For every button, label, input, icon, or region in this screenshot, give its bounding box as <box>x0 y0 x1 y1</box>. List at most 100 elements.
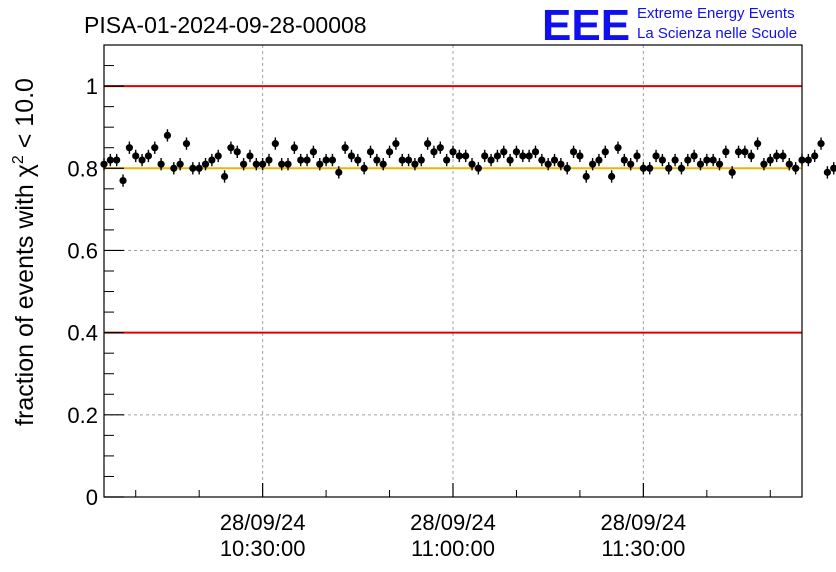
data-point <box>741 145 749 158</box>
data-marker <box>747 152 755 160</box>
data-marker <box>589 160 597 168</box>
data-marker <box>519 152 527 160</box>
data-marker <box>443 156 451 164</box>
data-marker <box>335 168 343 176</box>
data-marker <box>823 168 831 176</box>
logo-line-1: Extreme Energy Events <box>637 5 795 22</box>
data-point <box>652 149 660 163</box>
data-marker <box>284 160 292 168</box>
logo-mark: EEE <box>542 1 630 50</box>
data-marker <box>366 148 375 156</box>
data-marker <box>430 148 438 156</box>
data-point <box>379 158 387 171</box>
data-point <box>760 158 768 171</box>
data-point <box>290 141 298 154</box>
data-marker <box>316 160 324 168</box>
data-marker <box>227 144 235 152</box>
y-axis-label: fraction of events with χ2 < 10.0 <box>10 78 39 426</box>
data-marker <box>360 164 368 172</box>
data-marker <box>734 148 743 156</box>
data-marker <box>646 164 654 172</box>
data-marker <box>760 160 768 168</box>
data-point <box>474 162 482 175</box>
x-tick-label-time: 11:00:00 <box>411 536 495 561</box>
data-marker <box>550 156 559 164</box>
data-point <box>398 153 406 167</box>
data-point <box>341 141 349 154</box>
data-marker <box>240 160 248 168</box>
data-marker <box>182 140 191 148</box>
data-marker <box>246 152 254 160</box>
data-marker <box>347 152 356 160</box>
data-point <box>646 162 654 175</box>
data-marker <box>652 152 660 160</box>
data-marker <box>252 160 260 168</box>
data-marker <box>373 156 381 164</box>
data-marker <box>728 168 736 176</box>
data-point <box>252 158 260 171</box>
data-marker <box>474 164 482 172</box>
data-point <box>722 145 730 158</box>
data-point <box>658 153 667 167</box>
data-point <box>550 153 559 167</box>
data-point <box>576 149 584 163</box>
data-marker <box>481 152 489 160</box>
data-point <box>189 162 197 175</box>
data-marker <box>220 172 229 181</box>
data-marker <box>297 156 305 164</box>
data-marker <box>595 156 603 164</box>
data-marker <box>151 144 159 152</box>
data-point <box>424 137 432 150</box>
data-point <box>696 158 705 171</box>
data-point <box>468 158 476 171</box>
data-marker <box>773 152 781 160</box>
data-point <box>151 141 159 154</box>
data-point <box>309 145 317 158</box>
data-point <box>170 162 178 175</box>
data-point <box>512 145 521 158</box>
data-point <box>715 158 724 171</box>
data-point <box>157 158 165 171</box>
data-point <box>703 153 711 167</box>
data-point <box>595 153 603 167</box>
data-point <box>481 149 489 163</box>
data-point <box>182 137 191 150</box>
data-marker <box>500 148 508 156</box>
data-point <box>265 153 273 167</box>
data-marker <box>144 152 153 160</box>
y-axis-label-suffix: < 10.0 <box>11 78 39 155</box>
data-marker <box>557 160 565 168</box>
data-marker <box>259 160 267 168</box>
data-marker <box>608 172 616 181</box>
data-point <box>531 145 540 158</box>
data-marker <box>208 156 216 164</box>
data-point <box>106 153 114 167</box>
data-point <box>493 149 502 163</box>
data-point <box>779 149 787 163</box>
data-marker <box>779 152 787 160</box>
data-marker <box>569 148 578 156</box>
data-point <box>506 153 514 167</box>
data-point <box>728 166 736 179</box>
data-marker <box>379 160 387 168</box>
data-point <box>633 149 641 163</box>
data-marker <box>328 156 337 164</box>
x-tick-label-date: 28/09/24 <box>601 510 687 535</box>
data-point <box>366 145 375 158</box>
data-marker <box>753 140 762 148</box>
data-marker <box>436 144 444 152</box>
y-axis-label-symbol: χ <box>11 164 39 177</box>
data-marker <box>398 156 406 164</box>
data-point <box>830 162 836 175</box>
data-point <box>411 158 419 171</box>
data-point <box>766 153 774 167</box>
data-marker <box>741 148 749 156</box>
data-point <box>627 158 635 171</box>
data-marker <box>271 140 279 148</box>
y-tick-label: 0.4 <box>67 321 98 346</box>
data-marker <box>278 160 286 168</box>
reference-lines <box>104 85 802 334</box>
data-point <box>163 129 172 142</box>
data-marker <box>214 152 222 160</box>
data-point <box>462 149 470 163</box>
